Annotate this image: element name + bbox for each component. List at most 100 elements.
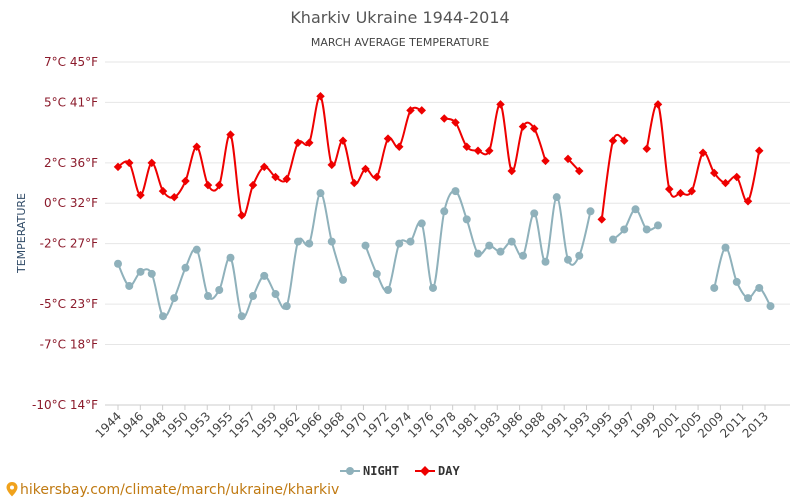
- night-point: [271, 290, 280, 299]
- day-point: [248, 180, 258, 190]
- day-point: [608, 136, 618, 145]
- source-link[interactable]: hikersbay.com/climate/march/ukraine/khar…: [6, 482, 340, 498]
- night-point: [260, 271, 269, 280]
- night-point: [620, 225, 629, 234]
- night-point: [485, 241, 494, 250]
- day-point: [271, 172, 280, 182]
- legend-day-label: DAY: [438, 464, 460, 478]
- night-point: [147, 269, 156, 278]
- day-point: [158, 186, 168, 196]
- night-point: [215, 285, 224, 294]
- legend-night-marker: [346, 467, 354, 475]
- day-point: [665, 184, 674, 194]
- day-point: [642, 144, 651, 154]
- y-tick-label: 7°C 45°F: [44, 55, 98, 69]
- day-point: [125, 158, 134, 168]
- night-point: [294, 237, 302, 246]
- night-point: [136, 267, 145, 276]
- night-point: [462, 215, 471, 224]
- legend-day-marker: [420, 466, 430, 476]
- night-point: [496, 247, 505, 256]
- legend-item-night[interactable]: NIGHT: [340, 464, 399, 478]
- series-night: [114, 187, 775, 321]
- night-point: [440, 207, 449, 216]
- night-point: [170, 294, 179, 303]
- legend-item-day[interactable]: DAY: [415, 464, 460, 478]
- day-point: [676, 188, 685, 198]
- y-tick-label: -10°C 14°F: [32, 398, 98, 412]
- night-point: [552, 193, 561, 202]
- day-line: [600, 133, 625, 220]
- night-point: [181, 263, 190, 272]
- night-point: [744, 294, 752, 303]
- night-point: [327, 237, 336, 246]
- night-point: [755, 283, 764, 292]
- day-point: [170, 192, 179, 202]
- series-lines: [113, 92, 775, 321]
- day-point: [496, 100, 505, 109]
- day-point: [316, 92, 325, 101]
- night-point: [654, 221, 662, 230]
- location-pin-dot: [10, 485, 14, 490]
- day-point: [136, 190, 145, 200]
- day-point: [327, 160, 336, 170]
- day-point: [113, 162, 123, 172]
- source-url: hikersbay.com/climate/march/ukraine/khar…: [20, 482, 339, 498]
- day-line: [117, 95, 423, 218]
- day-point: [755, 146, 764, 156]
- day-point: [147, 158, 156, 168]
- day-point: [462, 142, 471, 151]
- night-point: [372, 269, 381, 278]
- day-point: [361, 164, 370, 174]
- day-point: [395, 142, 404, 151]
- day-point: [597, 215, 606, 224]
- night-point: [339, 275, 347, 284]
- day-point: [440, 114, 449, 123]
- day-point: [226, 130, 235, 139]
- day-point: [541, 156, 550, 166]
- day-point: [282, 174, 291, 184]
- night-line: [713, 246, 772, 307]
- y-tick-label: 2°C 36°F: [44, 156, 98, 170]
- night-point: [125, 281, 134, 290]
- day-point: [451, 118, 460, 127]
- night-point: [406, 237, 415, 246]
- night-point: [710, 283, 719, 292]
- night-point: [586, 207, 595, 216]
- chart-title: Kharkiv Ukraine 1944-2014: [290, 8, 509, 27]
- night-point: [766, 302, 775, 311]
- night-line: [612, 208, 659, 241]
- day-point: [406, 106, 415, 115]
- day-point: [350, 178, 359, 188]
- day-point: [372, 172, 381, 182]
- series-day: [113, 92, 764, 224]
- night-point: [192, 245, 201, 254]
- night-point: [384, 285, 392, 294]
- night-point: [541, 257, 550, 266]
- y-axis-ticks: 7°C 45°F 5°C 41°F 2°C 36°F 0°C 32°F -2°C 27°…: [32, 55, 98, 412]
- night-point: [316, 189, 325, 198]
- night-point: [721, 243, 730, 252]
- legend-night-label: NIGHT: [363, 464, 399, 478]
- x-tick-label: 2013: [740, 409, 771, 440]
- y-tick-label: 5°C 41°F: [44, 95, 98, 109]
- day-point: [237, 211, 246, 220]
- x-axis-ticks: 1944194619481950195319551957195919621966…: [93, 405, 771, 441]
- day-point: [417, 106, 426, 115]
- night-point: [732, 277, 741, 286]
- day-point: [215, 180, 224, 190]
- day-point: [192, 142, 201, 151]
- night-point: [451, 187, 460, 196]
- y-tick-label: -5°C 23°F: [40, 297, 98, 311]
- night-point: [429, 283, 437, 292]
- grid: [105, 61, 790, 406]
- day-point: [485, 146, 494, 156]
- day-point: [383, 134, 393, 143]
- day-point: [305, 138, 314, 147]
- legend: NIGHT DAY: [340, 464, 460, 478]
- y-tick-label: -7°C 18°F: [40, 337, 98, 351]
- night-point: [114, 259, 122, 268]
- night-point: [282, 302, 291, 311]
- y-tick-label: -2°C 27°F: [40, 237, 98, 251]
